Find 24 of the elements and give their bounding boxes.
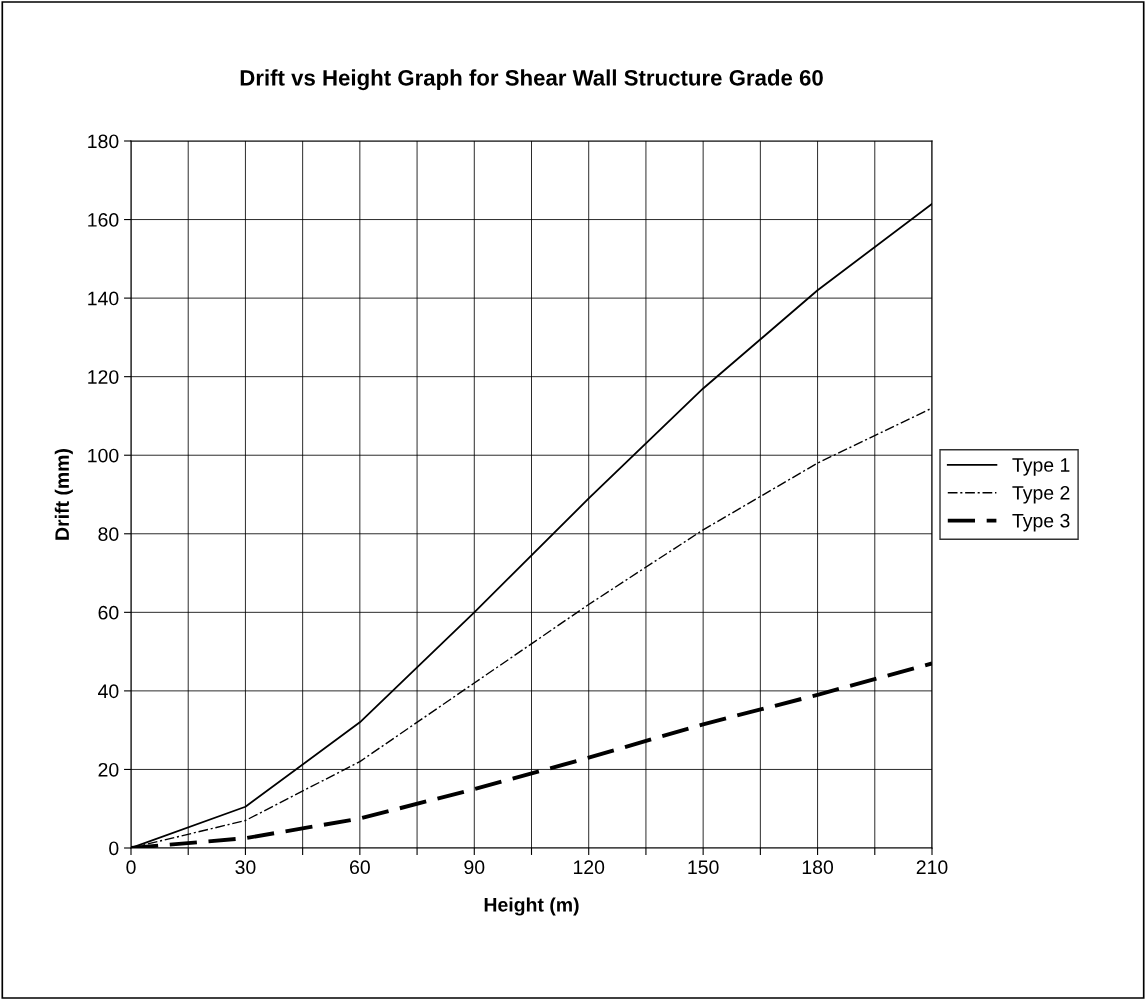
x-tick-label: 30: [235, 860, 256, 875]
x-tick-label: 60: [350, 860, 370, 875]
x-tick-label: 90: [464, 860, 485, 875]
x-tick-label: 150: [688, 860, 719, 875]
x-tick-label: 180: [802, 860, 834, 875]
y-tick-label: 40: [98, 684, 119, 699]
x-tick-label: 0: [126, 860, 136, 875]
y-tick-label: 0: [109, 841, 119, 856]
chart-title: Drift vs Height Graph for Shear Wall Structure Grade 60: [240, 69, 823, 91]
y-axis-title: Drift (mm): [54, 449, 73, 540]
y-tick-label: 180: [88, 134, 119, 149]
legend-label: Type 2: [1012, 485, 1070, 504]
x-axis-title: Height (m): [484, 897, 579, 916]
y-tick-label: 60: [98, 605, 119, 620]
x-tick-label: 210: [916, 860, 948, 875]
legend-label: Type 1: [1012, 458, 1070, 476]
y-tick-label: 80: [98, 527, 119, 542]
y-tick-label: 160: [88, 213, 119, 227]
x-tick-label: 120: [573, 860, 605, 875]
y-tick-label: 100: [88, 448, 119, 463]
y-tick-label: 20: [98, 762, 119, 777]
y-tick-label: 140: [88, 291, 119, 306]
legend-label: Type 3: [1012, 513, 1070, 532]
y-tick-label: 120: [88, 370, 119, 384]
